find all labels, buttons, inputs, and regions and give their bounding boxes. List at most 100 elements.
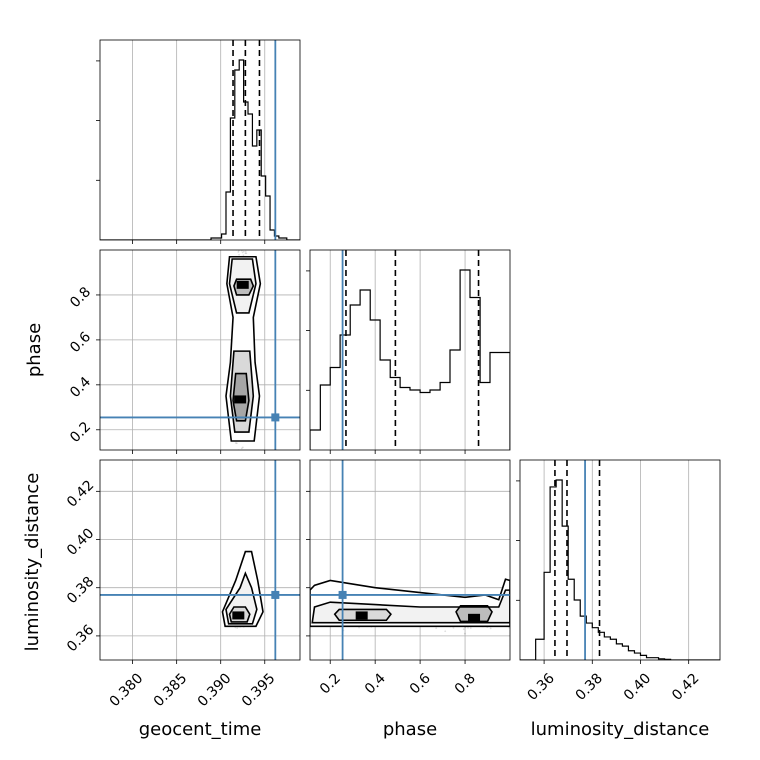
sample-point [435, 627, 438, 630]
sample-point [244, 252, 247, 255]
sample-point [244, 250, 247, 253]
panel-2-1: 0.2 0.4 0.6 0.8 [306, 459, 527, 698]
density-peak [232, 611, 245, 620]
sample-point [242, 250, 245, 253]
contour-line [228, 258, 257, 314]
sample-point [245, 242, 247, 244]
contour-line [232, 372, 250, 422]
sample-point [510, 616, 512, 618]
contour-line [225, 571, 258, 625]
sample-point [238, 253, 240, 256]
sample-point [241, 251, 244, 254]
sample-point [242, 254, 245, 257]
y-tick-label: 0.36 [64, 622, 97, 655]
x-tick-label: 0.42 [669, 670, 702, 703]
sample-point [246, 243, 248, 245]
contour-line [225, 255, 262, 442]
sample-point [240, 447, 243, 450]
truth-point [338, 590, 347, 599]
density-peak [236, 280, 249, 289]
y-tick-label: 0.4 [67, 374, 94, 401]
sample-point [463, 632, 466, 635]
panel-frame [99, 249, 301, 451]
panel-frame [99, 459, 301, 661]
sample-point [522, 620, 524, 622]
sample-point [237, 248, 239, 250]
contour-line [310, 578, 510, 628]
sample-point [444, 630, 447, 633]
contour-line [221, 550, 264, 628]
corner-panels: 0.36 0.38 0.40 0.42 0.2 0.4 0.6 0.8 0.380 0.385 0.… [64, 39, 721, 710]
x-tick-label: 0.6 [407, 670, 434, 697]
contour-line [233, 278, 255, 296]
density-peak [234, 395, 247, 404]
sample-point [462, 628, 465, 631]
y-tick-label: 0.38 [64, 574, 97, 607]
contour-line [228, 606, 251, 623]
histogram-phase [310, 269, 510, 450]
sample-point [467, 626, 469, 629]
sample-point [244, 237, 246, 239]
x-tick-label: 0.2 [317, 670, 344, 697]
x-tick-label: 0.380 [107, 670, 147, 710]
sample-point [452, 627, 455, 629]
ylabel-phase: phase [24, 323, 45, 377]
sample-point [489, 627, 492, 630]
x-tick-label: 0.395 [239, 670, 279, 710]
sample-point [469, 627, 472, 629]
sample-point [358, 626, 360, 629]
sample-point [512, 620, 514, 622]
contour-line [229, 350, 255, 433]
sample-point [240, 242, 242, 244]
contour-line [311, 589, 510, 624]
xlabel-geocent-time: geocent_time [139, 719, 262, 740]
y-tick-label: 0.40 [64, 525, 97, 558]
sample-point [525, 613, 527, 615]
sample-point [234, 626, 237, 629]
sample-point [246, 238, 248, 240]
sample-point [240, 238, 242, 240]
x-tick-label: 0.385 [151, 670, 191, 710]
panel-plot-area [100, 40, 300, 240]
x-tick-label: 0.4 [362, 670, 389, 697]
truth-point [271, 413, 280, 422]
panel-plot-area [520, 460, 720, 660]
panel-plot-area [310, 460, 527, 660]
panel-0-0 [96, 39, 301, 244]
xlabel-phase: phase [383, 719, 437, 740]
y-tick-label: 0.42 [64, 477, 97, 510]
truth-point [271, 590, 280, 599]
panel-1-1 [306, 249, 511, 454]
sample-point [514, 615, 516, 617]
contour-line [455, 604, 493, 623]
sample-point [242, 243, 244, 245]
x-tick-label: 0.40 [621, 670, 654, 703]
panel-plot-area [310, 250, 510, 450]
x-tick-label: 0.36 [524, 670, 557, 703]
panel-2-0: 0.380 0.385 0.390 0.395 0.36 0.38 0.40 0.42 [64, 459, 301, 710]
sample-point [236, 442, 238, 445]
histogram-luminosity_distance [520, 479, 720, 660]
corner-axis-labels: geocent_time phase luminosity_distance p… [22, 323, 709, 740]
y-tick-label: 0.2 [67, 419, 94, 446]
panel-frame [309, 459, 511, 661]
sample-point [245, 236, 247, 238]
density-peak [355, 611, 368, 620]
panel-plot-area [100, 460, 300, 660]
sample-point [237, 251, 240, 253]
panel-frame [99, 39, 301, 241]
x-tick-label: 0.8 [452, 670, 479, 697]
panel-frame [519, 459, 721, 661]
sample-point [511, 627, 513, 629]
density-peak [468, 613, 481, 622]
contour-line [333, 608, 392, 622]
panel-frame [309, 249, 511, 451]
sample-point [241, 446, 244, 449]
y-tick-label: 0.6 [67, 329, 94, 356]
panel-1-0: 0.2 0.4 0.6 0.8 [67, 236, 301, 454]
xlabel-luminosity-distance: luminosity_distance [531, 719, 710, 740]
sample-point [245, 252, 248, 255]
sample-point [236, 627, 239, 629]
y-tick-label: 0.8 [67, 284, 94, 311]
